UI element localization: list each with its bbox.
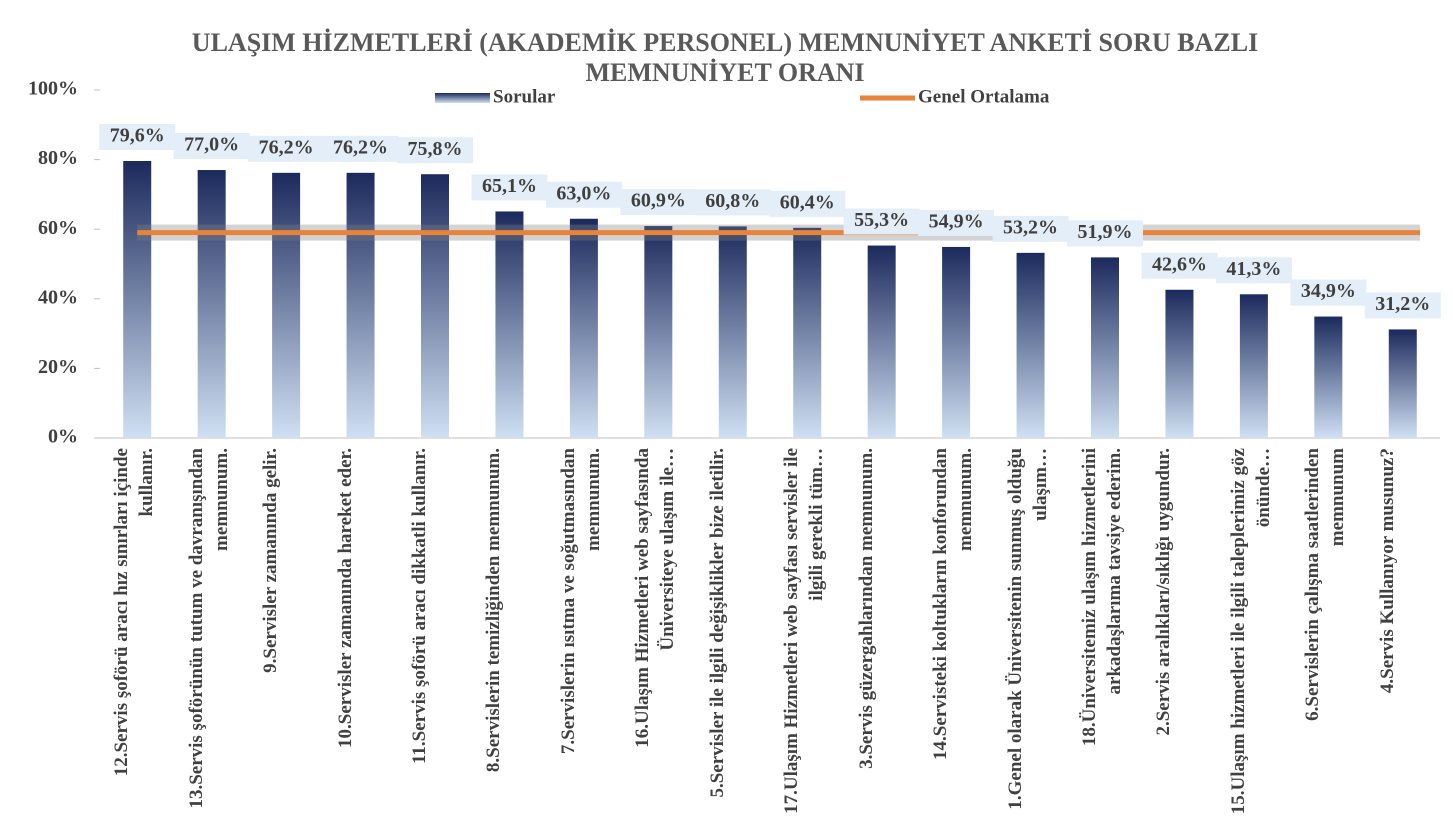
x-tick-label: 14.Servisteki koltukların konforundan me… [930, 448, 977, 760]
label-box [248, 135, 325, 162]
label-box [322, 135, 399, 162]
label-box [620, 189, 697, 216]
y-tick-label: 20% [38, 356, 78, 378]
x-tick-label: 5.Servisler ile ilgili değişiklikler biz… [706, 448, 728, 798]
data-label: 75,8% [408, 138, 463, 160]
x-tick-label: 10.Servisler zamanında hareket eder. [334, 448, 356, 748]
x-tick-label: 11.Servis şoförü aracı dikkatli kullanır… [409, 448, 430, 765]
bar [793, 227, 822, 438]
x-tick-label: 6.Servislerin çalışma saatlerinden memnu… [1302, 448, 1349, 721]
x-tick-label: 1.Genel olarak Üniversitenin sunmuş oldu… [1004, 448, 1051, 810]
bar [1314, 316, 1343, 438]
data-label: 76,2% [333, 136, 388, 158]
x-tick-label: 2.Servis aralıkları/sıklığı uygundur. [1153, 448, 1175, 736]
data-label: 79,6% [110, 125, 165, 147]
y-tick-label: 80% [38, 147, 78, 169]
label-box [1364, 292, 1441, 319]
x-tick-label: 16.Ulaşım Hizmetleri web sayfasında Üniv… [632, 448, 679, 748]
data-label: 77,0% [184, 134, 239, 156]
data-label: 34,9% [1301, 280, 1356, 302]
data-label: 31,2% [1375, 293, 1430, 315]
data-label: 65,1% [482, 175, 537, 197]
label-box [992, 215, 1069, 242]
label-box [545, 181, 622, 208]
legend-label: Genel Ortalama [918, 86, 1050, 107]
bar [644, 226, 673, 438]
data-label: 51,9% [1078, 221, 1133, 243]
bar [1388, 329, 1417, 438]
bar [1239, 294, 1268, 438]
x-tick-label: 18.Üniversitemiz ulaşım hizmetlerini ark… [1079, 448, 1125, 747]
data-label: 60,9% [631, 190, 686, 212]
x-tick-label: 7.Servislerin ısıtma ve soğutmasından me… [557, 448, 604, 755]
label-box [397, 137, 473, 164]
data-label: 54,9% [929, 211, 984, 233]
data-label: 60,8% [705, 190, 760, 212]
label-box [843, 208, 920, 235]
data-label: 63,0% [556, 182, 611, 204]
label-box [99, 123, 176, 150]
y-tick-label: 0% [48, 426, 78, 448]
x-tick-label: 13.Servis şoförünün tutum ve davranışınd… [185, 448, 232, 809]
bar [942, 246, 971, 438]
label-box [471, 174, 548, 201]
x-tick-label: 17.Ulaşım Hizmetleri web sayfası servisl… [781, 448, 828, 814]
legend-label: Sorular [493, 86, 556, 107]
x-tick-label: 9.Servisler zamanında gelir. [260, 448, 282, 673]
bar [123, 160, 152, 438]
x-tick-label: 15.Ulaşım hizmetleri ile ilgili talepler… [1227, 448, 1274, 815]
label-box [918, 209, 995, 236]
bar [867, 245, 896, 438]
bar [197, 170, 226, 439]
bar [346, 172, 375, 438]
data-label: 55,3% [854, 209, 909, 231]
label-box [769, 190, 846, 217]
bar [1091, 257, 1119, 438]
x-tick-label: 12.Servis şoförü aracı hız sınırları içi… [111, 448, 158, 777]
bar [272, 172, 301, 438]
data-label: 41,3% [1226, 258, 1281, 280]
data-label: 53,2% [1003, 216, 1058, 238]
bar [718, 226, 747, 438]
bar [569, 218, 598, 438]
data-label: 42,6% [1152, 253, 1207, 275]
label-box [694, 189, 771, 216]
y-tick-label: 40% [38, 286, 78, 308]
y-tick-label: 60% [38, 217, 78, 239]
label-box [1067, 220, 1143, 247]
bar [421, 174, 449, 438]
bar [495, 211, 524, 438]
label-box [173, 133, 250, 160]
label-box [1215, 257, 1292, 284]
x-tick-label: 3.Servis güzergahlarından memnunum. [855, 448, 877, 769]
data-label: 60,4% [780, 191, 835, 213]
x-tick-label: 4.Servis Kullanıyor musunuz? [1376, 448, 1398, 694]
x-tick-label: 8.Servislerin temizliğinden memnunum. [483, 448, 505, 773]
chart-title: ULAŞIM HİZMETLERİ (AKADEMİK PERSONEL) ME… [191, 28, 1259, 87]
bar [1165, 289, 1194, 438]
data-label: 76,2% [259, 136, 314, 158]
legend-swatch [435, 93, 490, 103]
label-box [1141, 252, 1218, 279]
label-box [1290, 279, 1367, 306]
y-tick-label: 100% [28, 78, 78, 100]
bar [1016, 252, 1045, 438]
